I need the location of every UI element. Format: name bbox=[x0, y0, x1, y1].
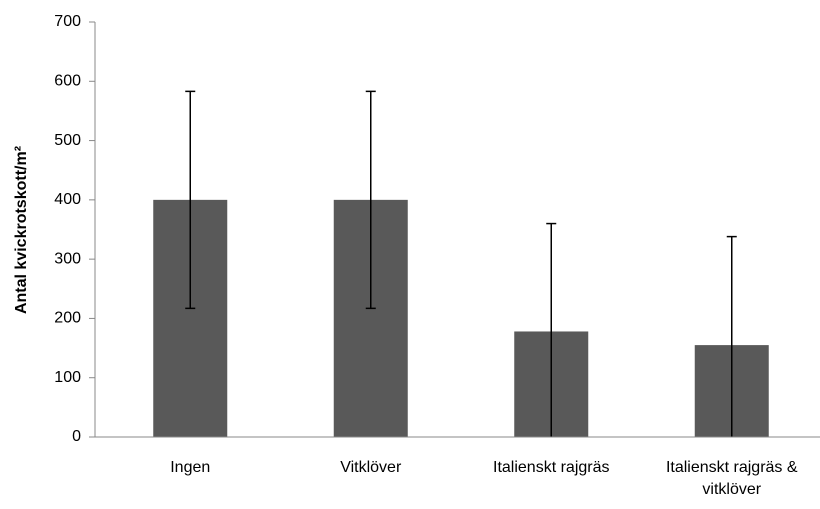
y-tick-label: 600 bbox=[54, 73, 81, 90]
x-tick-label: Italienskt rajgräs & vitklöver bbox=[665, 459, 798, 498]
y-tick-label: 100 bbox=[54, 369, 81, 386]
x-tick-label: Vitklöver bbox=[340, 459, 402, 476]
y-tick-label: 300 bbox=[54, 250, 81, 267]
y-tick-label: 500 bbox=[54, 132, 81, 149]
y-axis-label: Antal kvickrotskott/m² bbox=[13, 146, 30, 314]
y-tick-label: 200 bbox=[54, 310, 81, 327]
x-tick-label: Italienskt rajgräs bbox=[493, 459, 610, 476]
y-tick-label: 0 bbox=[72, 428, 81, 445]
y-tick-label: 400 bbox=[54, 191, 81, 208]
y-tick-label: 700 bbox=[54, 13, 81, 30]
x-tick-label: Ingen bbox=[170, 459, 211, 476]
